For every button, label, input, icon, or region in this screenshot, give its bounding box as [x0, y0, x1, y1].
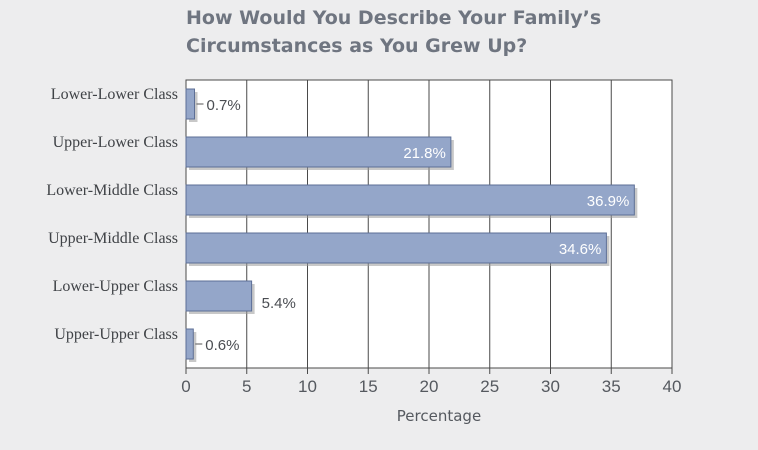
- category-label: Lower-Middle Class: [46, 182, 178, 199]
- bar: [185, 88, 196, 120]
- grid-lines: [246, 80, 673, 368]
- x-tick-label: 30: [541, 377, 560, 396]
- value-label: 5.4%: [262, 295, 296, 312]
- value-label: 0.7%: [207, 97, 241, 114]
- value-label: 0.6%: [205, 337, 239, 354]
- x-axis-label: Percentage: [397, 407, 481, 425]
- x-tick-label: 10: [298, 377, 317, 396]
- category-label: Upper-Middle Class: [48, 230, 178, 247]
- x-tick-label: 0: [181, 377, 190, 396]
- value-label: 21.8%: [403, 145, 446, 162]
- bar: [185, 280, 253, 312]
- value-labels: 0.7% 21.8% 36.9% 34.6% 5.4% 0.6%: [195, 97, 629, 354]
- value-label: 36.9%: [587, 193, 630, 210]
- bar: [185, 232, 607, 264]
- x-tick-label: 40: [663, 377, 682, 396]
- chart-title-line-2: Circumstances as You Grew Up?: [186, 35, 528, 57]
- category-label: Upper-Lower Class: [53, 134, 178, 151]
- bar: [185, 136, 452, 168]
- bar: [185, 184, 635, 216]
- chart-title-line-1: How Would You Describe Your Family’s: [186, 7, 602, 29]
- value-label: 34.6%: [559, 241, 602, 258]
- category-label: Lower-Lower Class: [51, 86, 178, 103]
- x-tick-label: 5: [242, 377, 251, 396]
- bar: [185, 328, 194, 360]
- bars: [185, 88, 638, 362]
- x-tick-label: 15: [359, 377, 378, 396]
- x-axis-ticks: 0 5 10 15 20 25 30 35 40: [181, 368, 681, 396]
- category-label: Lower-Upper Class: [53, 278, 178, 295]
- x-tick-label: 35: [602, 377, 621, 396]
- category-labels: Lower-Lower Class Upper-Lower Class Lower-…: [46, 86, 178, 343]
- chart-title: How Would You Describe Your Family’s Cir…: [186, 4, 601, 60]
- category-label: Upper-Upper Class: [54, 326, 178, 343]
- x-tick-label: 25: [480, 377, 499, 396]
- x-tick-label: 20: [420, 377, 439, 396]
